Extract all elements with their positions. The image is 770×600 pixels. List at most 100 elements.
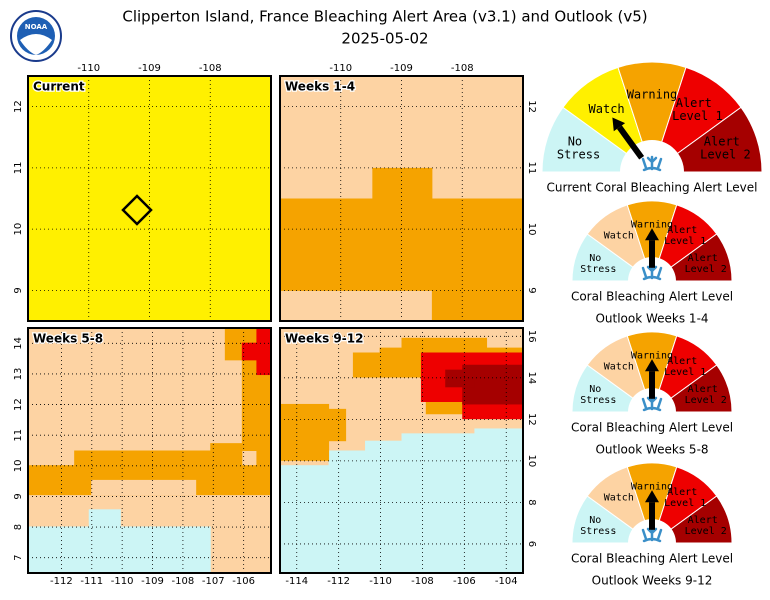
y-tick-label: 10 bbox=[526, 455, 537, 468]
map-cell bbox=[256, 328, 272, 376]
gauge-level-label: Alert Level 1 bbox=[672, 95, 723, 122]
gauge-caption: Outlook Weeks 5-8 bbox=[595, 443, 708, 457]
gauge-level-label: Warning bbox=[627, 87, 678, 101]
y-tick-label: 10 bbox=[13, 459, 24, 472]
gauge-level-label: Alert Level 2 bbox=[700, 134, 751, 161]
date: 2025-05-02 bbox=[341, 30, 428, 48]
gauge-level-label: Watch bbox=[604, 492, 634, 503]
map-panel: -110 -109 -108 12 11 10 9 Current bbox=[13, 63, 272, 322]
gauge-level-label: Watch bbox=[589, 102, 625, 116]
panel-frame bbox=[279, 327, 524, 574]
x-tick-label: -110 bbox=[369, 576, 392, 587]
x-tick-label: -107 bbox=[202, 576, 225, 587]
x-tick-label: -114 bbox=[285, 576, 308, 587]
map-cell bbox=[328, 408, 347, 442]
title: Clipperton Island, France Bleaching Aler… bbox=[122, 8, 647, 26]
y-tick-label: 12 bbox=[13, 100, 24, 113]
x-tick-label: -111 bbox=[80, 576, 103, 587]
gauge-level-label: Alert Level 1 bbox=[664, 487, 706, 509]
map-cell bbox=[280, 465, 524, 574]
x-tick-label: -108 bbox=[451, 63, 474, 74]
x-tick-label: -110 bbox=[329, 63, 352, 74]
map-cell bbox=[28, 526, 211, 574]
gauge-hub bbox=[628, 257, 676, 305]
x-tick-label: -112 bbox=[327, 576, 350, 587]
gauge-caption: Current Coral Bleaching Alert Level bbox=[547, 181, 758, 195]
y-tick-label: 12 bbox=[526, 413, 537, 426]
y-tick-label: 11 bbox=[13, 162, 24, 175]
gauge-level-label: Alert Level 2 bbox=[685, 253, 727, 275]
map-panel: -110 -109 -108 12 11 10 9 Weeks 1-4 bbox=[279, 63, 537, 322]
gauge-level-label: Alert Level 1 bbox=[664, 225, 706, 247]
y-tick-label: 11 bbox=[13, 429, 24, 442]
map-cell bbox=[328, 450, 524, 466]
noaa-logo: NOAA bbox=[10, 10, 62, 62]
map-cell bbox=[352, 352, 390, 378]
gauge-level-label: Warning bbox=[631, 482, 673, 493]
logo-bird bbox=[20, 34, 52, 55]
gauge-level-label: Alert Level 2 bbox=[685, 515, 727, 537]
y-tick-label: 6 bbox=[526, 541, 537, 547]
gauge-caption: Coral Bleaching Alert Level bbox=[571, 421, 733, 435]
y-tick-label: 12 bbox=[526, 100, 537, 113]
panel-frame bbox=[279, 75, 524, 322]
y-tick-label: 9 bbox=[13, 287, 24, 293]
gauge-level-label: No Stress bbox=[580, 384, 616, 406]
gauge-level-label: Watch bbox=[604, 361, 634, 372]
map-panel: -112 -111 -110 -109 -108 -107 -106 14 13 12 11 10 9 8… bbox=[13, 327, 272, 587]
x-tick-label: -112 bbox=[50, 576, 73, 587]
gauge-level-label: No Stress bbox=[557, 134, 600, 161]
coral-icon bbox=[641, 395, 663, 412]
map-cell bbox=[74, 450, 211, 466]
y-tick-label: 13 bbox=[13, 368, 24, 381]
panel-label: Current bbox=[33, 80, 85, 94]
map-cell bbox=[365, 440, 524, 451]
gauge-hub bbox=[628, 388, 676, 436]
panel-label: Weeks 1-4 bbox=[285, 80, 355, 94]
x-tick-label: -109 bbox=[141, 576, 164, 587]
gauge-caption: Outlook Weeks 1-4 bbox=[595, 312, 708, 326]
y-tick-label: 10 bbox=[526, 223, 537, 236]
x-tick-label: -110 bbox=[111, 576, 134, 587]
logo-text: NOAA bbox=[25, 23, 48, 31]
x-tick-label: -108 bbox=[411, 576, 434, 587]
coral-icon bbox=[641, 155, 663, 172]
panel-frame bbox=[27, 327, 272, 574]
coral-icon bbox=[641, 264, 663, 281]
gauge-caption: Outlook Weeks 9-12 bbox=[592, 574, 713, 588]
gauge-hub bbox=[628, 519, 676, 567]
gauge-level-label: No Stress bbox=[580, 253, 616, 275]
panel-frame bbox=[27, 75, 272, 322]
map-cell bbox=[462, 401, 524, 420]
map-cell bbox=[474, 428, 524, 434]
gauge-needle-head bbox=[645, 228, 659, 241]
gauge-level-label: Watch bbox=[604, 230, 634, 241]
map-cell bbox=[241, 342, 257, 361]
y-tick-label: 8 bbox=[526, 499, 537, 505]
x-tick-label: -109 bbox=[138, 63, 161, 74]
y-tick-label: 9 bbox=[526, 287, 537, 293]
x-tick-label: -104 bbox=[495, 576, 518, 587]
map-cell bbox=[401, 337, 488, 349]
map-cell bbox=[431, 290, 524, 322]
map-cell bbox=[372, 167, 433, 199]
map-cell bbox=[280, 403, 330, 461]
y-tick-label: 12 bbox=[13, 398, 24, 411]
y-tick-label: 9 bbox=[13, 493, 24, 499]
island-marker bbox=[121, 194, 153, 226]
y-tick-label: 10 bbox=[13, 223, 24, 236]
panel-label: Weeks 5-8 bbox=[33, 332, 103, 346]
x-tick-label: -108 bbox=[199, 63, 222, 74]
gauge-level-label: Alert Level 1 bbox=[664, 356, 706, 378]
x-tick-label: -106 bbox=[453, 576, 476, 587]
y-tick-label: 16 bbox=[526, 330, 537, 343]
gauge-needle-head bbox=[612, 117, 626, 132]
map-cell bbox=[445, 369, 475, 388]
gauge-caption: Coral Bleaching Alert Level bbox=[571, 552, 733, 566]
x-tick-label: -109 bbox=[390, 63, 413, 74]
coral-icon bbox=[641, 526, 663, 543]
